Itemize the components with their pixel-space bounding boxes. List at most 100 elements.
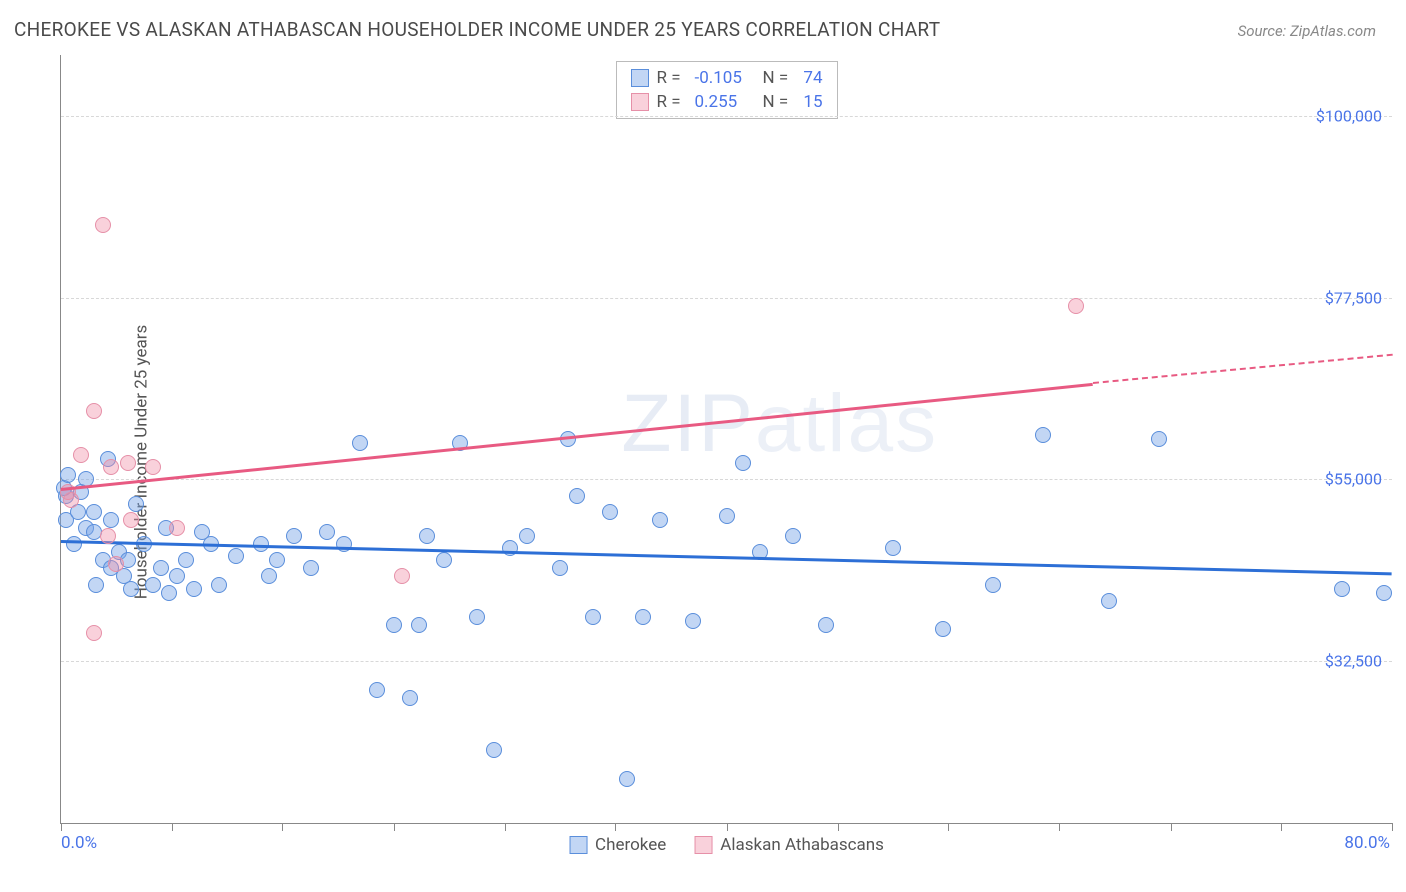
x-tick <box>615 823 616 831</box>
data-point <box>100 528 116 544</box>
data-point <box>394 568 410 584</box>
data-point <box>261 568 277 584</box>
data-point <box>436 552 452 568</box>
y-tick-label: $100,000 <box>1316 106 1382 125</box>
data-point <box>153 560 169 576</box>
data-point <box>161 585 177 601</box>
data-point <box>66 536 82 552</box>
data-point <box>369 682 385 698</box>
data-point <box>1334 581 1350 597</box>
data-point <box>1068 298 1084 314</box>
data-point <box>735 455 751 471</box>
data-point <box>60 467 76 483</box>
x-tick <box>61 823 62 831</box>
legend-swatch <box>631 93 649 111</box>
r-value: 0.255 <box>695 92 755 112</box>
data-point <box>63 492 79 508</box>
n-value: 15 <box>801 92 823 112</box>
data-point <box>178 552 194 568</box>
data-point <box>519 528 535 544</box>
legend-label: Cherokee <box>595 835 666 855</box>
data-point <box>169 520 185 536</box>
data-point <box>269 552 285 568</box>
plot-area: ZIPatlas R =-0.105N =74R =0.255N =15 Che… <box>60 55 1392 824</box>
data-point <box>602 504 618 520</box>
trendline-extrapolated <box>1092 354 1392 384</box>
gridline <box>61 298 1392 299</box>
trendline <box>61 540 1392 575</box>
legend-swatch <box>694 836 712 854</box>
data-point <box>108 556 124 572</box>
x-tick <box>948 823 949 831</box>
data-point <box>319 524 335 540</box>
y-tick-label: $55,000 <box>1325 470 1382 489</box>
data-point <box>719 508 735 524</box>
x-tick <box>282 823 283 831</box>
data-point <box>123 512 139 528</box>
legend-item: Cherokee <box>569 835 666 855</box>
data-point <box>1101 593 1117 609</box>
data-point <box>585 609 601 625</box>
data-point <box>336 536 352 552</box>
data-point <box>486 742 502 758</box>
data-point <box>1376 585 1392 601</box>
x-tick <box>1171 823 1172 831</box>
data-point <box>86 625 102 641</box>
gridline <box>61 479 1392 480</box>
data-point <box>785 528 801 544</box>
stat-row: R =0.255N =15 <box>631 90 823 114</box>
y-tick-label: $77,500 <box>1325 288 1382 307</box>
correlation-stat-box: R =-0.105N =74R =0.255N =15 <box>616 61 838 119</box>
data-point <box>685 613 701 629</box>
chart-title: CHEROKEE VS ALASKAN ATHABASCAN HOUSEHOLD… <box>14 18 940 41</box>
legend-label: Alaskan Athabascans <box>720 835 884 855</box>
data-point <box>186 581 202 597</box>
data-point <box>228 548 244 564</box>
x-tick <box>394 823 395 831</box>
data-point <box>73 447 89 463</box>
data-point <box>145 459 161 475</box>
x-tick <box>1059 823 1060 831</box>
data-point <box>885 540 901 556</box>
data-point <box>169 568 185 584</box>
n-value: 74 <box>801 68 823 88</box>
data-point <box>935 621 951 637</box>
source-attribution: Source: ZipAtlas.com <box>1238 22 1376 40</box>
data-point <box>652 512 668 528</box>
data-point <box>128 496 144 512</box>
r-value: -0.105 <box>695 68 755 88</box>
data-point <box>386 617 402 633</box>
data-point <box>818 617 834 633</box>
legend-item: Alaskan Athabascans <box>694 835 884 855</box>
data-point <box>402 690 418 706</box>
x-tick <box>505 823 506 831</box>
data-point <box>103 512 119 528</box>
data-point <box>86 403 102 419</box>
data-point <box>1151 431 1167 447</box>
trendline <box>61 382 1093 490</box>
x-max-label: 80.0% <box>1344 833 1390 853</box>
data-point <box>502 540 518 556</box>
watermark: ZIPatlas <box>621 377 938 471</box>
data-point <box>286 528 302 544</box>
legend-swatch <box>631 69 649 87</box>
data-point <box>552 560 568 576</box>
data-point <box>419 528 435 544</box>
data-point <box>1035 427 1051 443</box>
x-tick <box>727 823 728 831</box>
data-point <box>86 504 102 520</box>
x-tick <box>1281 823 1282 831</box>
legend-swatch <box>569 836 587 854</box>
legend: Cherokee Alaskan Athabascans <box>569 835 884 855</box>
data-point <box>95 217 111 233</box>
data-point <box>303 560 319 576</box>
data-point <box>352 435 368 451</box>
y-tick-label: $32,500 <box>1325 652 1382 671</box>
x-min-label: 0.0% <box>61 833 97 853</box>
watermark-thin: atlas <box>755 378 938 469</box>
x-tick <box>838 823 839 831</box>
data-point <box>145 577 161 593</box>
x-tick <box>1392 823 1393 831</box>
stat-row: R =-0.105N =74 <box>631 66 823 90</box>
data-point <box>103 459 119 475</box>
